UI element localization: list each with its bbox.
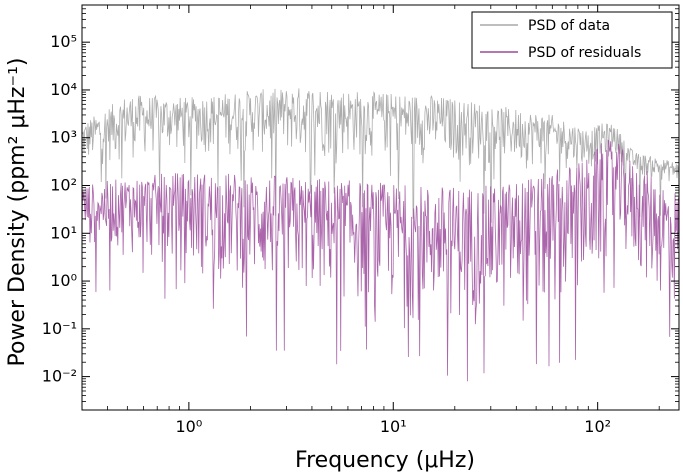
x-tick-label: 10² — [584, 417, 611, 436]
plot-frame — [81, 4, 680, 411]
x-tick-label: 10¹ — [380, 417, 407, 436]
y-axis-label: Power Density (ppm² μHz⁻¹) — [5, 58, 30, 367]
psd-residuals-trace — [82, 139, 679, 382]
legend: PSD of data PSD of residuals — [471, 11, 673, 69]
y-tick-label: 10¹ — [50, 223, 77, 242]
x-axis-label: Frequency (μHz) — [295, 448, 475, 473]
y-tick-label: 10⁰ — [50, 271, 77, 290]
legend-label-psd-data: PSD of data — [528, 18, 610, 34]
psd-data-trace — [82, 88, 679, 223]
data-layer — [82, 88, 679, 382]
y-tick-label: 10⁻¹ — [42, 319, 77, 338]
y-tick-label: 10⁵ — [50, 32, 77, 51]
y-tick-label: 10⁻² — [42, 367, 77, 386]
y-tick-label: 10⁴ — [50, 80, 77, 99]
legend-box — [471, 11, 673, 69]
legend-label-psd-residuals: PSD of residuals — [528, 45, 641, 61]
y-tick-label: 10² — [50, 176, 77, 195]
x-tick-label: 10⁰ — [175, 417, 202, 436]
y-tick-label: 10³ — [50, 128, 77, 147]
axes-layer: 10⁰ 10¹ 10² 10⁻² 10⁻¹ 10⁰ 10¹ 10² 10³ 10⁴ 10⁵ — [42, 4, 679, 436]
